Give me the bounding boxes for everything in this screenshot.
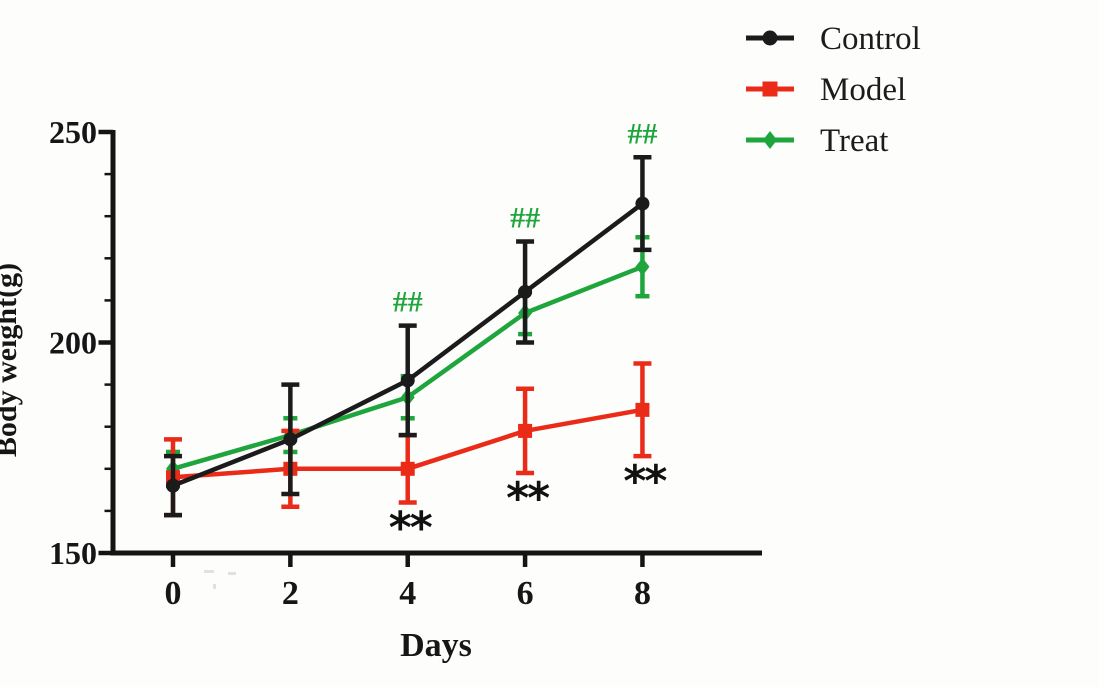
hash-annotation-day4: ##: [393, 286, 423, 319]
axis-tick-labels: 0 2 4 6 8 150 200 250: [49, 114, 651, 612]
axis-titles: Days Body weight(g): [0, 263, 472, 664]
x-tick-label-8: 8: [634, 575, 651, 612]
x-tick-label-4: 4: [399, 575, 416, 612]
legend-marker-circle: [762, 30, 778, 46]
x-axis-title: Days: [400, 627, 472, 664]
marker-circle-control-day2: [283, 432, 298, 447]
y-axis-title: Body weight(g): [0, 263, 23, 457]
star-annotation-day4: **: [389, 502, 433, 553]
legend-label-control: Control: [820, 21, 921, 57]
x-tick-label-2: 2: [282, 575, 299, 612]
marker-circle-control-day0: [166, 478, 180, 493]
y-tick-label-150: 150: [49, 535, 97, 571]
star-annotation-day8: **: [623, 456, 667, 507]
legend-item-control: Control: [746, 21, 921, 57]
noise-artifact: [204, 570, 236, 589]
legend-label-treat: Treat: [820, 123, 888, 159]
x-tick-label-0: 0: [165, 575, 182, 612]
legend-item-treat: Treat: [746, 123, 888, 159]
series-control: [164, 155, 652, 518]
y-tick-label-200: 200: [49, 325, 97, 361]
marker-square-model-day4: [400, 461, 415, 476]
legend-item-model: Model: [746, 72, 906, 108]
marker-circle-control-day8: [635, 196, 650, 211]
marker-circle-control-day4: [400, 373, 415, 388]
legend-label-model: Model: [820, 72, 906, 108]
marker-square-model-day6: [518, 423, 533, 438]
legend: Control Model Treat: [746, 21, 921, 159]
y-tick-label-250: 250: [49, 114, 97, 150]
x-tick-label-6: 6: [517, 575, 534, 612]
hash-annotation-day6: ##: [510, 201, 540, 234]
axis-ticks: [98, 129, 645, 567]
significance-annotations: ## ** ## ** ## **: [389, 117, 670, 553]
legend-marker-square: [762, 81, 778, 97]
marker-diamond-treat-day8: [635, 257, 650, 276]
data-series: [164, 155, 652, 518]
marker-square-model-day8: [635, 402, 650, 417]
legend-marker-diamond: [763, 131, 777, 149]
star-annotation-day6: **: [506, 473, 550, 524]
marker-circle-control-day6: [518, 284, 533, 299]
hash-annotation-day8: ##: [627, 117, 657, 150]
